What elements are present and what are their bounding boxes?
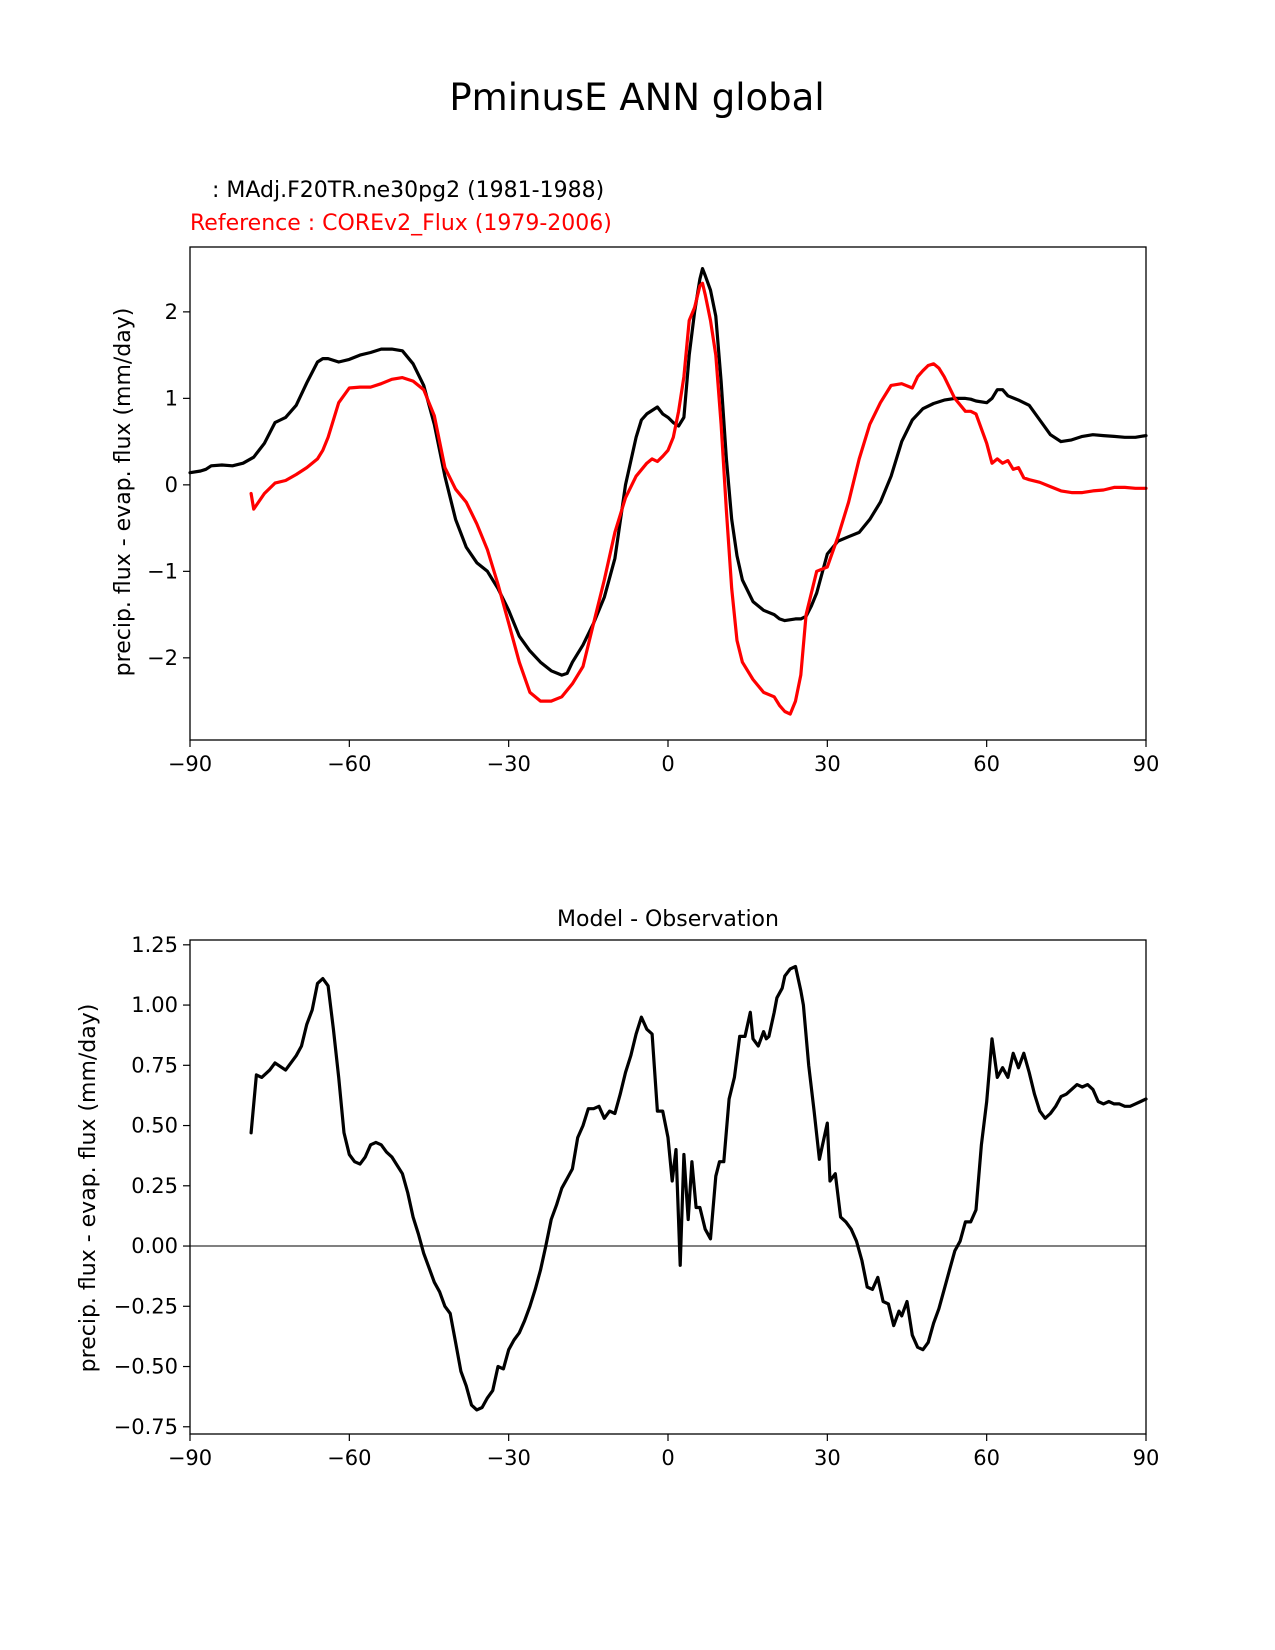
y-tick-label: 0.25 <box>131 1174 178 1198</box>
x-tick-label: −60 <box>327 1446 371 1470</box>
y-tick-label: 2 <box>165 300 178 324</box>
y-tick-label: 0.75 <box>131 1053 178 1077</box>
x-tick-label: 60 <box>973 1446 1000 1470</box>
x-tick-label: −60 <box>327 752 371 776</box>
y-tick-label: −2 <box>147 646 178 670</box>
y-tick-label: 0.00 <box>131 1234 178 1258</box>
test-label: : MAdj.F20TR.ne30pg2 (1981-1988) <box>205 178 604 203</box>
x-tick-label: −30 <box>487 752 531 776</box>
x-tick-label: 30 <box>814 1446 841 1470</box>
y-tick-label: 1.00 <box>131 993 178 1017</box>
y-tick-label: 0.50 <box>131 1114 178 1138</box>
figure-title: PminusE ANN global <box>449 76 824 119</box>
y-tick-label: −0.25 <box>114 1294 178 1318</box>
x-tick-label: −90 <box>168 752 212 776</box>
x-tick-label: 60 <box>973 752 1000 776</box>
bottom-y-axis-label: precip. flux - evap. flux (mm/day) <box>76 1004 101 1373</box>
x-tick-label: 90 <box>1133 752 1160 776</box>
y-tick-label: −1 <box>147 559 178 583</box>
y-tick-label: −0.75 <box>114 1415 178 1439</box>
y-tick-label: 1.25 <box>131 933 178 957</box>
y-tick-label: 1 <box>165 386 178 410</box>
y-tick-label: 0 <box>165 473 178 497</box>
bottom-plot-frame <box>189 939 1147 1435</box>
x-tick-label: 30 <box>814 752 841 776</box>
bottom-title: Model - Observation <box>557 907 779 932</box>
bottom-panel: Model - Observation precip. flux - evap.… <box>76 907 1159 1470</box>
top-y-axis-label: precip. flux - evap. flux (mm/day) <box>111 308 136 677</box>
top-panel: : MAdj.F20TR.ne30pg2 (1981-1988) Referen… <box>111 178 1159 776</box>
reference-label: Reference : COREv2_Flux (1979-2006) <box>190 211 612 236</box>
series-line-test <box>188 267 1148 677</box>
x-tick-label: −90 <box>168 1446 212 1470</box>
x-tick-label: 90 <box>1133 1446 1160 1470</box>
series-line-reference <box>249 281 1148 716</box>
x-tick-label: −30 <box>487 1446 531 1470</box>
series-line-model-observation <box>249 964 1148 1412</box>
x-tick-label: 0 <box>661 752 674 776</box>
x-tick-label: 0 <box>661 1446 674 1470</box>
y-tick-label: −0.50 <box>114 1355 178 1379</box>
top-plot-frame <box>189 246 1147 741</box>
